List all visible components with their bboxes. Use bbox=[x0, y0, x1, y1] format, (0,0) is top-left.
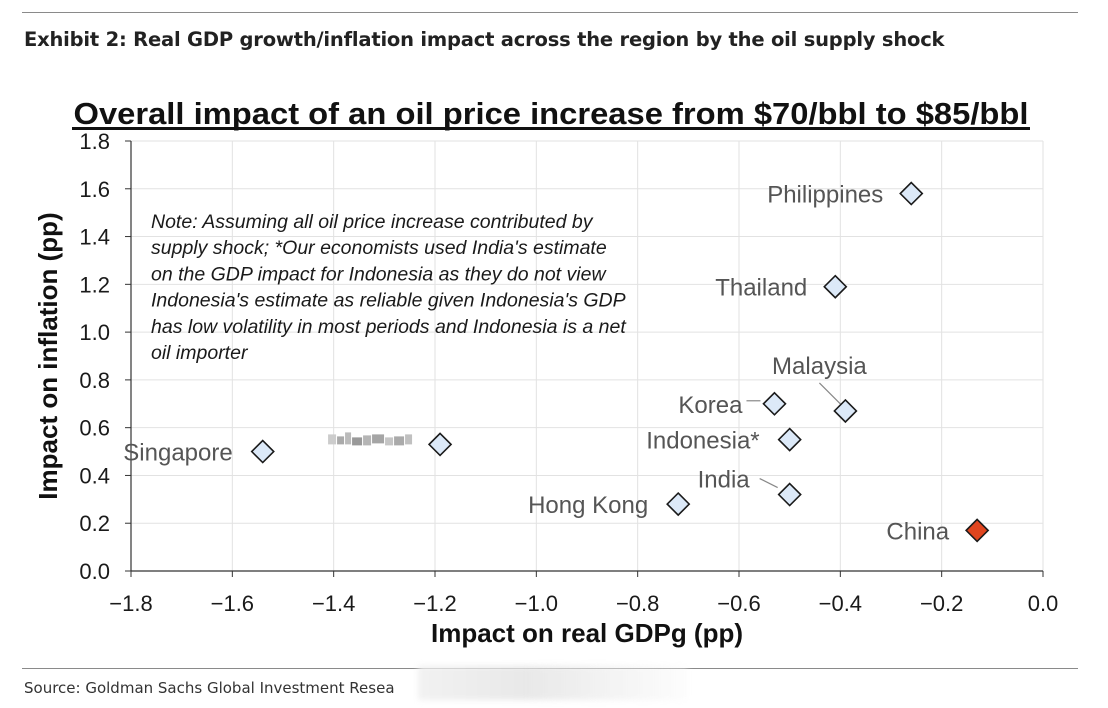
x-tick-label: −0.2 bbox=[920, 591, 963, 616]
y-tick-label: 1.0 bbox=[79, 320, 110, 345]
y-tick-label: 0.8 bbox=[79, 368, 110, 393]
y-tick-label: 1.6 bbox=[79, 177, 110, 202]
data-point-label: Thailand bbox=[715, 275, 807, 302]
data-point-marker bbox=[666, 491, 691, 517]
chart-note-line: oil importer bbox=[151, 342, 249, 364]
chart-note-line: on the GDP impact for Indonesia as they … bbox=[151, 263, 607, 285]
data-point-label: India bbox=[698, 467, 751, 494]
x-tick-label: 0.0 bbox=[1028, 591, 1059, 616]
x-axis-title: Impact on real GDPg (pp) bbox=[431, 618, 743, 648]
data-point-label: Philippines bbox=[767, 182, 883, 209]
x-tick-label: −1.2 bbox=[413, 591, 456, 616]
chart-note-line: Indonesia's estimate as reliable given I… bbox=[151, 290, 626, 312]
redacted-label-block bbox=[345, 432, 352, 445]
data-point-label: Hong Kong bbox=[528, 492, 648, 519]
x-tick-label: −0.8 bbox=[616, 591, 659, 616]
y-tick-label: 0.4 bbox=[79, 463, 110, 488]
label-leader-line bbox=[818, 382, 842, 406]
chart-note-line: has low volatility in most periods and I… bbox=[151, 316, 627, 338]
top-rule bbox=[22, 12, 1078, 13]
x-tick-label: −1.0 bbox=[515, 591, 558, 616]
redacted-label-block bbox=[363, 435, 372, 446]
label-leader-line bbox=[759, 478, 778, 489]
chart-title: Overall impact of an oil price increase … bbox=[74, 96, 1029, 131]
y-tick-label: 1.2 bbox=[79, 272, 110, 297]
data-point-marker bbox=[777, 482, 802, 507]
redacted-label-block bbox=[405, 434, 413, 445]
data-point-marker bbox=[250, 439, 275, 464]
y-tick-label: 0.6 bbox=[79, 416, 110, 441]
y-tick-label: 0.2 bbox=[79, 511, 110, 536]
data-point-marker bbox=[833, 398, 858, 424]
x-tick-label: −0.4 bbox=[819, 591, 862, 616]
source-note: Source: Goldman Sachs Global Investment … bbox=[24, 679, 395, 697]
x-tick-label: −1.8 bbox=[109, 591, 152, 616]
data-point-label: Indonesia* bbox=[646, 428, 759, 455]
redaction-blur bbox=[418, 666, 688, 700]
x-tick-label: −0.6 bbox=[717, 591, 760, 616]
y-axis-title: Impact on inflation (pp) bbox=[33, 212, 63, 499]
chart-note-line: Note: Assuming all oil price increase co… bbox=[151, 211, 594, 233]
redacted-label-block bbox=[337, 436, 345, 445]
y-tick-label: 1.8 bbox=[79, 129, 110, 154]
data-point-marker bbox=[427, 432, 453, 457]
y-tick-label: 0.0 bbox=[79, 559, 110, 584]
redacted-label-block bbox=[328, 434, 337, 445]
y-tick-label: 1.4 bbox=[79, 225, 110, 250]
data-point-marker bbox=[762, 391, 787, 416]
x-tick-label: −1.6 bbox=[211, 591, 254, 616]
redacted-label-block bbox=[352, 437, 363, 446]
data-point-label: Malaysia bbox=[772, 353, 867, 380]
data-point-marker bbox=[823, 274, 848, 299]
chart-note-line: supply shock; *Our economists used India… bbox=[151, 237, 607, 259]
data-point-label: China bbox=[886, 518, 949, 545]
redacted-label-block bbox=[372, 434, 385, 444]
data-point-marker bbox=[777, 427, 802, 452]
exhibit-title: Exhibit 2: Real GDP growth/inflation imp… bbox=[24, 28, 945, 51]
data-point-label: Korea bbox=[678, 392, 743, 419]
x-tick-label: −1.4 bbox=[312, 591, 355, 616]
chart-title-underline bbox=[72, 127, 1030, 130]
data-point-label: Singapore bbox=[123, 440, 232, 467]
redacted-label-block bbox=[385, 437, 394, 446]
data-point-marker bbox=[965, 518, 990, 543]
redacted-label-block bbox=[394, 436, 405, 446]
data-point-marker bbox=[899, 181, 924, 206]
